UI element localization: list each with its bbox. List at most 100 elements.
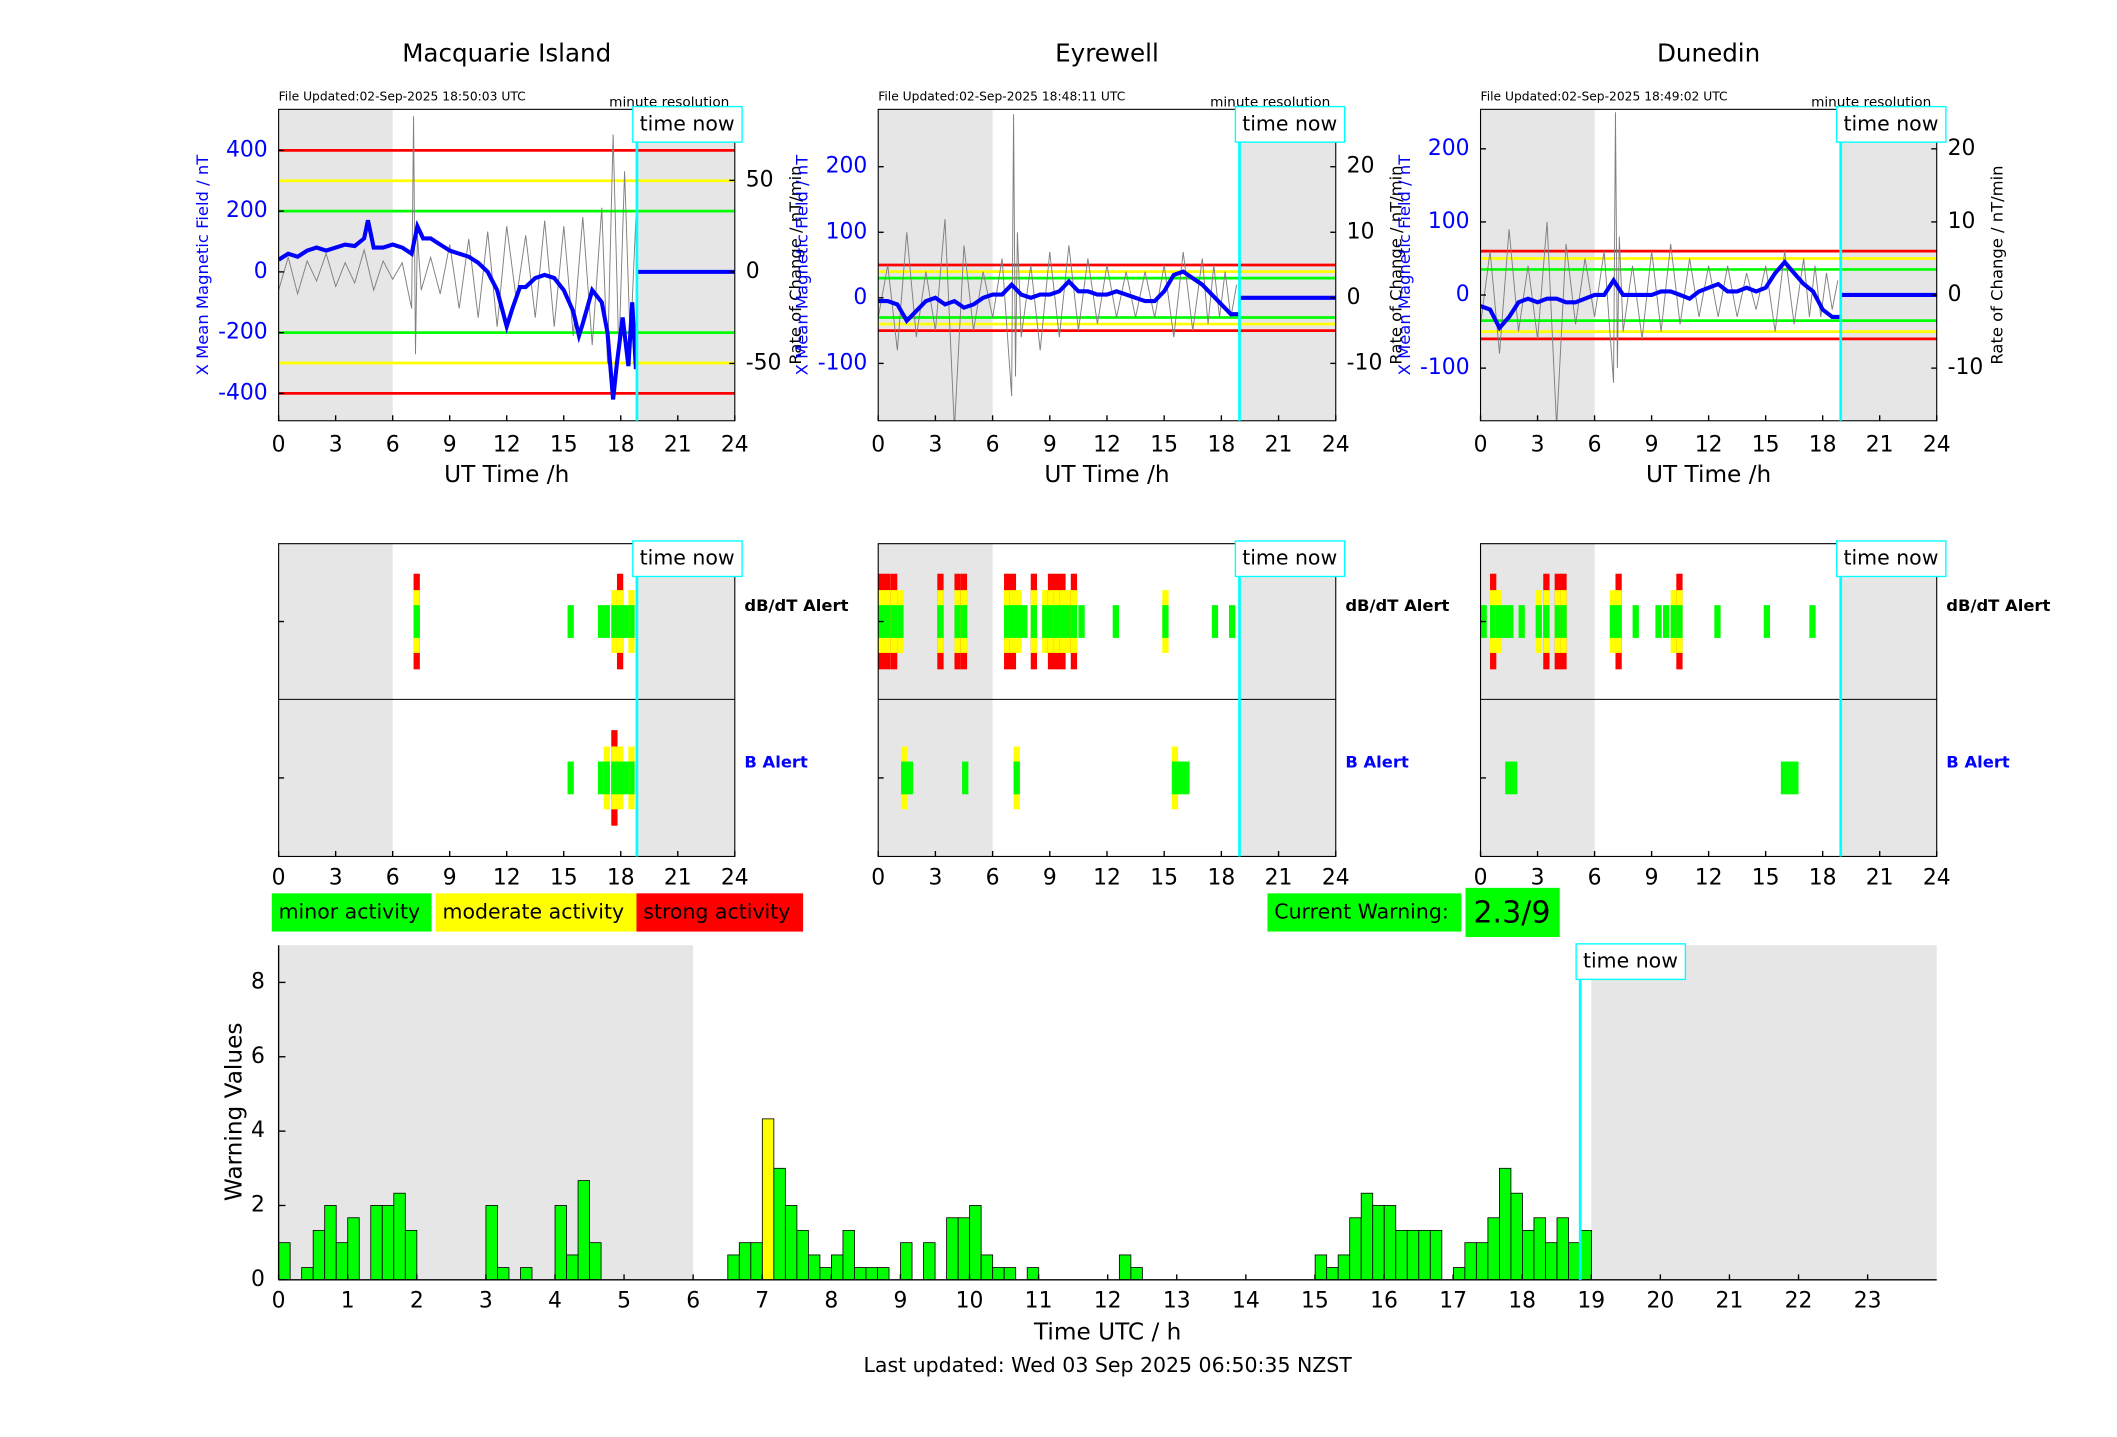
alert-bar xyxy=(1053,605,1060,638)
warning-bar xyxy=(278,1242,291,1281)
time-now-box xyxy=(632,540,743,578)
warning-bar xyxy=(1579,1229,1592,1281)
warning-bar xyxy=(312,1229,326,1281)
x-tick-label: 6 xyxy=(986,432,1000,457)
station-title: Dunedin xyxy=(1657,39,1760,68)
x-tick-label: 11 xyxy=(1025,1289,1053,1314)
alert-bar xyxy=(1632,605,1639,638)
y-tick-label: 0 xyxy=(251,1267,265,1292)
warning-bar xyxy=(727,1254,740,1281)
x-tick-label: 19 xyxy=(1577,1289,1605,1314)
x-tick-label: 21 xyxy=(1866,865,1894,890)
warning-bar xyxy=(738,1242,752,1281)
x-tick-label: 6 xyxy=(986,865,1000,890)
y2-axis-label: Rate of Change / nT/min xyxy=(786,165,805,364)
x-tick-label: 24 xyxy=(721,432,749,457)
y-tick-label: 6 xyxy=(251,1044,265,1069)
alert-bar xyxy=(567,605,574,638)
alert-bar xyxy=(1183,761,1190,795)
warning-bar xyxy=(1326,1267,1339,1281)
warning-bar xyxy=(1372,1205,1385,1281)
panel-label: B Alert xyxy=(1946,752,2010,771)
alert-bar xyxy=(1004,605,1011,638)
warning-bar xyxy=(957,1217,971,1281)
time-now-label: time now xyxy=(1843,546,1938,570)
alert-bar xyxy=(1609,605,1617,638)
warning-bar xyxy=(877,1267,890,1281)
x-tick-label: 15 xyxy=(1150,432,1178,457)
night-shade xyxy=(636,543,735,857)
warning-bar xyxy=(865,1267,878,1281)
warning-bar xyxy=(1360,1192,1374,1281)
alert-bar xyxy=(1792,761,1799,795)
x-tick-label: 2 xyxy=(410,1289,424,1314)
x-tick-label: 0 xyxy=(1474,432,1488,457)
panel-label: dB/dT Alert xyxy=(1946,596,2050,615)
x-tick-label: 15 xyxy=(1752,865,1780,890)
warning-bar xyxy=(831,1254,844,1281)
alert-bar xyxy=(1501,605,1508,638)
time-now-label: time now xyxy=(640,111,735,135)
alert-bar xyxy=(1047,605,1055,638)
time-now-box xyxy=(1575,943,1687,981)
alert-bar xyxy=(1655,605,1662,638)
alert-bar xyxy=(1059,605,1066,638)
x-tick-label: 12 xyxy=(1695,432,1723,457)
alert-bar xyxy=(611,761,618,795)
warning-bar xyxy=(1522,1229,1535,1281)
y-axis-label: X Mean Magnetic Field / nT xyxy=(793,154,812,376)
night-shade xyxy=(636,109,735,421)
alert-bar xyxy=(1763,605,1771,638)
x-tick-label: 21 xyxy=(1866,432,1894,457)
night-shade xyxy=(1480,109,1595,421)
y2-tick-label: 50 xyxy=(746,167,774,192)
y2-tick-label: 0 xyxy=(1948,282,1962,307)
x-tick-label: 0 xyxy=(871,865,885,890)
x-tick-label: 6 xyxy=(1588,865,1602,890)
x-tick-label: 24 xyxy=(1322,432,1350,457)
station-title: Eyrewell xyxy=(1055,39,1159,68)
legend-swatch xyxy=(435,893,637,932)
x-tick-label: 17 xyxy=(1439,1289,1467,1314)
alert-bar xyxy=(622,761,629,795)
time-now-box xyxy=(1835,540,1947,578)
x-tick-label: 6 xyxy=(1588,432,1602,457)
alert-bar xyxy=(1505,761,1512,795)
alert-bar xyxy=(960,605,968,638)
y2-tick-label: -10 xyxy=(1347,350,1383,375)
alert-bar xyxy=(611,605,618,638)
x-tick-label: 9 xyxy=(1043,865,1057,890)
alert-bar xyxy=(937,605,944,638)
x-tick-label: 18 xyxy=(1207,432,1235,457)
x-tick-label: 0 xyxy=(272,432,286,457)
time-now-box xyxy=(1234,540,1346,578)
warning-bar xyxy=(554,1205,567,1281)
alert-bar xyxy=(413,605,420,638)
alert-bar xyxy=(897,605,904,638)
alert-bar xyxy=(954,605,961,638)
warning-bar xyxy=(1418,1229,1431,1281)
x-tick-label: 15 xyxy=(1752,432,1780,457)
x-tick-label: 3 xyxy=(928,865,942,890)
time-now-label: time now xyxy=(1242,546,1337,570)
file-updated: File Updated:02-Sep-2025 18:49:02 UTC xyxy=(1481,90,1728,104)
night-shade xyxy=(1840,543,1937,857)
warning-bar xyxy=(1475,1242,1489,1281)
x-tick-label: 12 xyxy=(1094,1289,1122,1314)
x-tick-label: 0 xyxy=(272,1289,286,1314)
y-axis-label: Warning Values xyxy=(220,1023,247,1202)
alert-bar xyxy=(1670,605,1677,638)
alert-bar xyxy=(1112,605,1119,638)
x-tick-label: 7 xyxy=(755,1289,769,1314)
alert-bar xyxy=(1676,605,1683,638)
night-shade xyxy=(1840,109,1937,421)
warning-bar xyxy=(1510,1192,1523,1281)
x-tick-label: 24 xyxy=(1923,432,1951,457)
alert-bar xyxy=(1228,605,1236,638)
warning-bar xyxy=(370,1205,383,1281)
warning-bar xyxy=(1568,1242,1581,1281)
warning-bar xyxy=(1337,1254,1351,1281)
x-tick-label: 10 xyxy=(956,1289,984,1314)
y2-tick-label: 20 xyxy=(1948,136,1976,161)
x-tick-label: 3 xyxy=(928,432,942,457)
